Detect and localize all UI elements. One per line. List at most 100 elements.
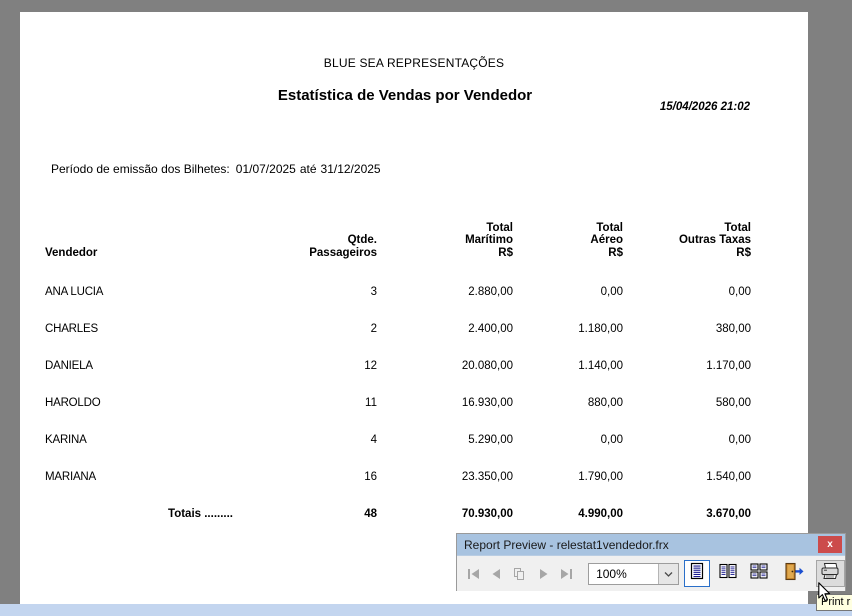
printer-icon: [820, 562, 841, 585]
period-line: Período de emissão dos Bilhetes: 01/07/20…: [51, 162, 381, 176]
cell-vendedor: DANIELA: [45, 360, 93, 372]
totals-label: Totais .........: [168, 508, 233, 520]
dialog-title: Report Preview - relestat1vendedor.frx: [464, 537, 669, 552]
cell-vendedor: KARINA: [45, 434, 87, 446]
table-row: CHARLES 2 2.400,00 1.180,00 380,00 3.960,00: [20, 298, 808, 335]
cell-cabine: 22.390,00: [769, 335, 808, 372]
table-row: ANA LUCIA 3 2.880,00 0,00 0,00 2.880,00: [20, 261, 808, 298]
one-page-view-icon: [689, 562, 705, 585]
last-page-button[interactable]: [554, 561, 577, 587]
column-header-vendedor-label: Vendedor: [45, 246, 98, 259]
cell-vendedor: ANA LUCIA: [45, 286, 104, 298]
column-header-cabine-line3: R$: [769, 247, 808, 260]
totals-aereo: 4.990,00: [578, 508, 623, 520]
goto-page-icon: [512, 567, 528, 581]
cell-outras: 1.170,00: [706, 360, 751, 372]
cell-cabine: 3.960,00: [769, 298, 808, 335]
totals-outras: 3.670,00: [706, 508, 751, 520]
previous-page-button[interactable]: [486, 561, 509, 587]
column-header-cabine-line2: Cabine: [769, 234, 808, 247]
close-button[interactable]: x: [818, 536, 842, 553]
zoom-level-combobox[interactable]: 100%: [588, 562, 680, 585]
two-page-view-button[interactable]: [715, 560, 741, 587]
period-start-date: 01/07/2025: [235, 162, 296, 176]
cell-qtde: 2: [370, 323, 377, 335]
period-separator: até: [299, 162, 317, 176]
table-header-row: Vendedor Qtde. Passageiros Total Marítim…: [20, 217, 808, 261]
cell-qtde: 4: [370, 434, 377, 446]
table-row: DANIELA 12 20.080,00 1.140,00 1.170,00 22.390…: [20, 335, 808, 372]
goto-page-button[interactable]: [509, 561, 532, 587]
column-header-qtde-line1: Qtde.: [347, 234, 377, 246]
report-preview-toolbar-dialog: Report Preview - relestat1vendedor.frx x: [456, 533, 846, 591]
cell-outras: 0,00: [728, 286, 751, 298]
cell-cabine: 5.290,00: [769, 409, 808, 446]
bottom-window-strip: [0, 604, 852, 616]
cell-outras: 0,00: [728, 434, 751, 446]
cell-maritimo: 16.930,00: [461, 397, 513, 409]
dialog-toolbar: 100%: [457, 556, 845, 591]
next-page-button[interactable]: [531, 561, 554, 587]
column-header-maritimo-line1: Total: [486, 221, 513, 234]
cell-maritimo: 5.290,00: [468, 434, 513, 446]
totals-row: Totais ......... 48 70.930,00 4.990,00 3.670…: [20, 483, 808, 520]
table-body: ANA LUCIA32.880,000,000,002.880,00CHARLE…: [20, 261, 808, 520]
first-page-button[interactable]: [463, 561, 486, 587]
column-header-aereo-line2: Aéreo: [590, 234, 623, 246]
column-header-vendedor: Vendedor: [20, 217, 251, 261]
cell-aereo: 0,00: [600, 434, 623, 446]
column-header-total-cabine: Total Cabine R$: [769, 217, 808, 261]
cell-outras: 580,00: [715, 397, 751, 409]
table-row: KARINA 4 5.290,00 0,00 0,00 5.290,00: [20, 409, 808, 446]
dialog-titlebar[interactable]: Report Preview - relestat1vendedor.frx x: [457, 534, 845, 556]
report-preview-page: BLUE SEA REPRESENTAÇÕES Estatística de V…: [20, 12, 808, 604]
company-name: BLUE SEA REPRESENTAÇÕES: [323, 56, 505, 70]
cell-qtde: 3: [370, 286, 377, 298]
cell-qtde: 11: [365, 397, 377, 409]
cell-cabine: 2.880,00: [769, 261, 808, 298]
cell-vendedor: HAROLDO: [45, 397, 101, 409]
column-header-qtde-line2: Passageiros: [309, 246, 377, 259]
column-header-aereo-line1: Total: [596, 221, 623, 234]
column-header-total-aereo: Total Aéreo R$: [523, 217, 635, 261]
exit-preview-button[interactable]: [780, 559, 809, 588]
next-page-icon: [535, 567, 551, 581]
print-button[interactable]: [816, 560, 845, 587]
column-header-qtde-passageiros: Qtde. Passageiros: [251, 217, 387, 261]
cell-qtde: 12: [364, 360, 377, 372]
cell-aereo: 1.140,00: [578, 360, 623, 372]
cell-maritimo: 2.400,00: [468, 323, 513, 335]
exit-door-icon: [784, 562, 804, 586]
totals-maritimo: 70.930,00: [461, 508, 513, 520]
period-end-date: 31/12/2025: [320, 162, 381, 176]
one-page-view-button[interactable]: [684, 560, 711, 587]
period-label: Período de emissão dos Bilhetes:: [51, 162, 230, 176]
cell-maritimo: 2.880,00: [468, 286, 513, 298]
four-page-view-icon: [749, 562, 769, 585]
column-header-outras-line2: Outras Taxas: [678, 234, 751, 246]
four-page-view-button[interactable]: [746, 560, 772, 587]
totals-qtde: 48: [364, 508, 377, 520]
chevron-down-icon[interactable]: [658, 563, 679, 584]
column-header-aereo-line3: R$: [608, 246, 623, 259]
column-header-total-outras-taxas: Total Outras Taxas R$: [635, 217, 769, 261]
print-tooltip: Print r: [816, 594, 852, 611]
cell-outras: 380,00: [715, 323, 751, 335]
cell-outras: 1.540,00: [706, 471, 751, 483]
cell-aereo: 0,00: [600, 286, 623, 298]
last-page-icon: [558, 567, 574, 581]
cell-vendedor: MARIANA: [45, 471, 96, 483]
column-header-cabine-line1: Total: [769, 222, 808, 235]
column-header-total-maritimo: Total Marítimo R$: [387, 217, 523, 261]
table-row: MARIANA 16 23.350,00 1.790,00 1.540,00 26.680…: [20, 446, 808, 483]
sales-statistics-table: Vendedor Qtde. Passageiros Total Marítim…: [20, 217, 808, 521]
first-page-icon: [466, 567, 482, 581]
previous-page-icon: [489, 567, 505, 581]
table-header: Vendedor Qtde. Passageiros Total Marítim…: [20, 217, 808, 261]
cell-qtde: 16: [364, 471, 377, 483]
report-datetime: 15/04/2026 21:02: [659, 101, 750, 113]
report-title: Estatística de Vendas por Vendedor: [277, 87, 533, 104]
cell-maritimo: 23.350,00: [461, 471, 513, 483]
cell-cabine: 18.390,00: [769, 372, 808, 409]
cell-aereo: 1.790,00: [578, 471, 623, 483]
